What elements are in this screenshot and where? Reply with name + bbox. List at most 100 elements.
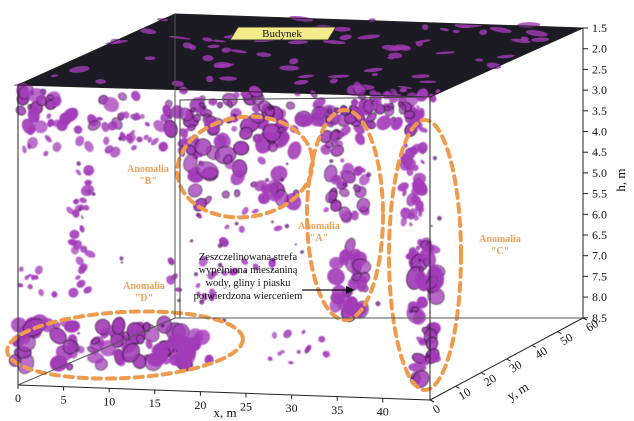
anomaly-blob [69,229,80,240]
anomaly-blob [288,361,294,365]
anomaly-blob [230,170,245,186]
anomaly-b-letter: "B" [139,176,157,187]
anomaly-blob [391,117,403,131]
anomaly-blob [262,123,282,142]
anomaly-dark-speck [77,331,80,335]
anomaly-blob [27,88,46,103]
surface-speck [357,34,381,40]
anomaly-blob [372,99,382,107]
anomaly-blob [87,352,105,364]
anomaly-blob [416,279,428,292]
anomaly-blob [136,136,143,143]
anomaly-blob [312,97,326,109]
anomaly-blob [286,101,296,110]
building-marker: Budynek [229,26,337,41]
anomaly-blob [167,257,175,266]
anomaly-blob [75,135,85,147]
anomaly-blob [322,351,329,357]
anomaly-blob [83,164,95,176]
surface-speck [411,74,430,79]
anomaly-blob [343,296,359,315]
anomaly-dark-speck [425,353,431,359]
building-label: Budynek [262,28,302,40]
surface-speck [454,23,471,29]
anomaly-d-letter: "D" [135,293,153,304]
y-tick-label: 0 [430,401,443,416]
h-tick-label: 7.0 [592,249,607,263]
anomaly-blob [83,204,90,211]
anomaly-dark-speck [285,162,289,166]
anomaly-blob [145,339,153,350]
surface-speck [510,38,531,44]
anomaly-blob [164,128,172,136]
anomaly-blob [94,318,111,335]
anomaly-blob [43,150,49,157]
anomaly-blob [79,225,85,233]
anomaly-blob [418,126,428,133]
annotation-line-4: potwierdzona wierceniem [194,291,303,302]
anomaly-blob [231,126,238,132]
anomaly-blob [325,141,334,149]
anomaly-blob [27,126,36,136]
anomaly-blob [354,133,365,146]
anomaly-dark-speck [409,309,413,314]
anomaly-blob [131,90,141,102]
anomaly-blob [397,182,409,192]
anomaly-blob [52,96,62,107]
anomaly-blob [139,113,145,119]
anomaly-blob [80,245,88,253]
anomaly-blob [15,105,27,116]
anomaly-blob [27,273,32,278]
h-tick-label: 6.0 [592,207,607,221]
surface-speck [289,58,299,65]
surface-speck [211,39,226,43]
anomaly-blob [348,248,361,262]
anomaly-dark-speck [329,159,334,164]
anomaly-blob [79,197,87,204]
surface-speck [287,40,308,45]
anomaly-blob [62,339,78,355]
anomaly-blob [33,120,48,134]
h-tick-label: 2.5 [592,62,607,76]
anomaly-blob [27,137,39,149]
anomaly-dark-speck [300,250,304,254]
anomaly-blob [220,270,228,276]
anomaly-dark-speck [366,172,372,178]
anomaly-blob [131,145,137,151]
anomaly-blob [52,141,62,152]
anomaly-blob [47,118,54,128]
anomaly-blob [195,282,201,289]
anomaly-blob [208,98,218,106]
anomaly-blobs [8,81,446,388]
anomaly-blob [428,93,437,103]
anomaly-blob [251,208,259,214]
anomaly-blob [411,306,419,313]
anomaly-blob [87,119,101,131]
anomaly-dark-speck [271,257,276,262]
anomaly-blob [258,192,271,205]
h-tick-label: 5.0 [592,166,607,180]
surface-speck [139,28,157,35]
anomaly-blob [111,316,126,335]
anomaly-blob [109,146,121,158]
anomaly-blob [423,244,441,254]
anomaly-dark-speck [418,258,422,263]
anomaly-blob [68,287,79,298]
annotation-line-1: Zeszczelinowana strefa [199,252,298,263]
anomaly-blob [329,297,343,313]
anomaly-blob [75,169,82,176]
surface-speck [206,75,214,83]
surface-speck [525,29,548,37]
anomaly-blob [216,101,223,109]
surface-speck [475,58,484,62]
anomaly-dark-speck [284,223,290,229]
anomaly-blob [233,140,250,156]
anomaly-blob [19,333,31,344]
surface-speck [213,61,232,68]
anomaly-blob [46,113,52,119]
anomaly-blob [400,216,407,227]
anomaly-dark-speck [375,301,381,307]
anomaly-blob [126,132,136,143]
anomaly-blob [227,99,233,109]
anomaly-a-letter: "A" [310,233,328,244]
